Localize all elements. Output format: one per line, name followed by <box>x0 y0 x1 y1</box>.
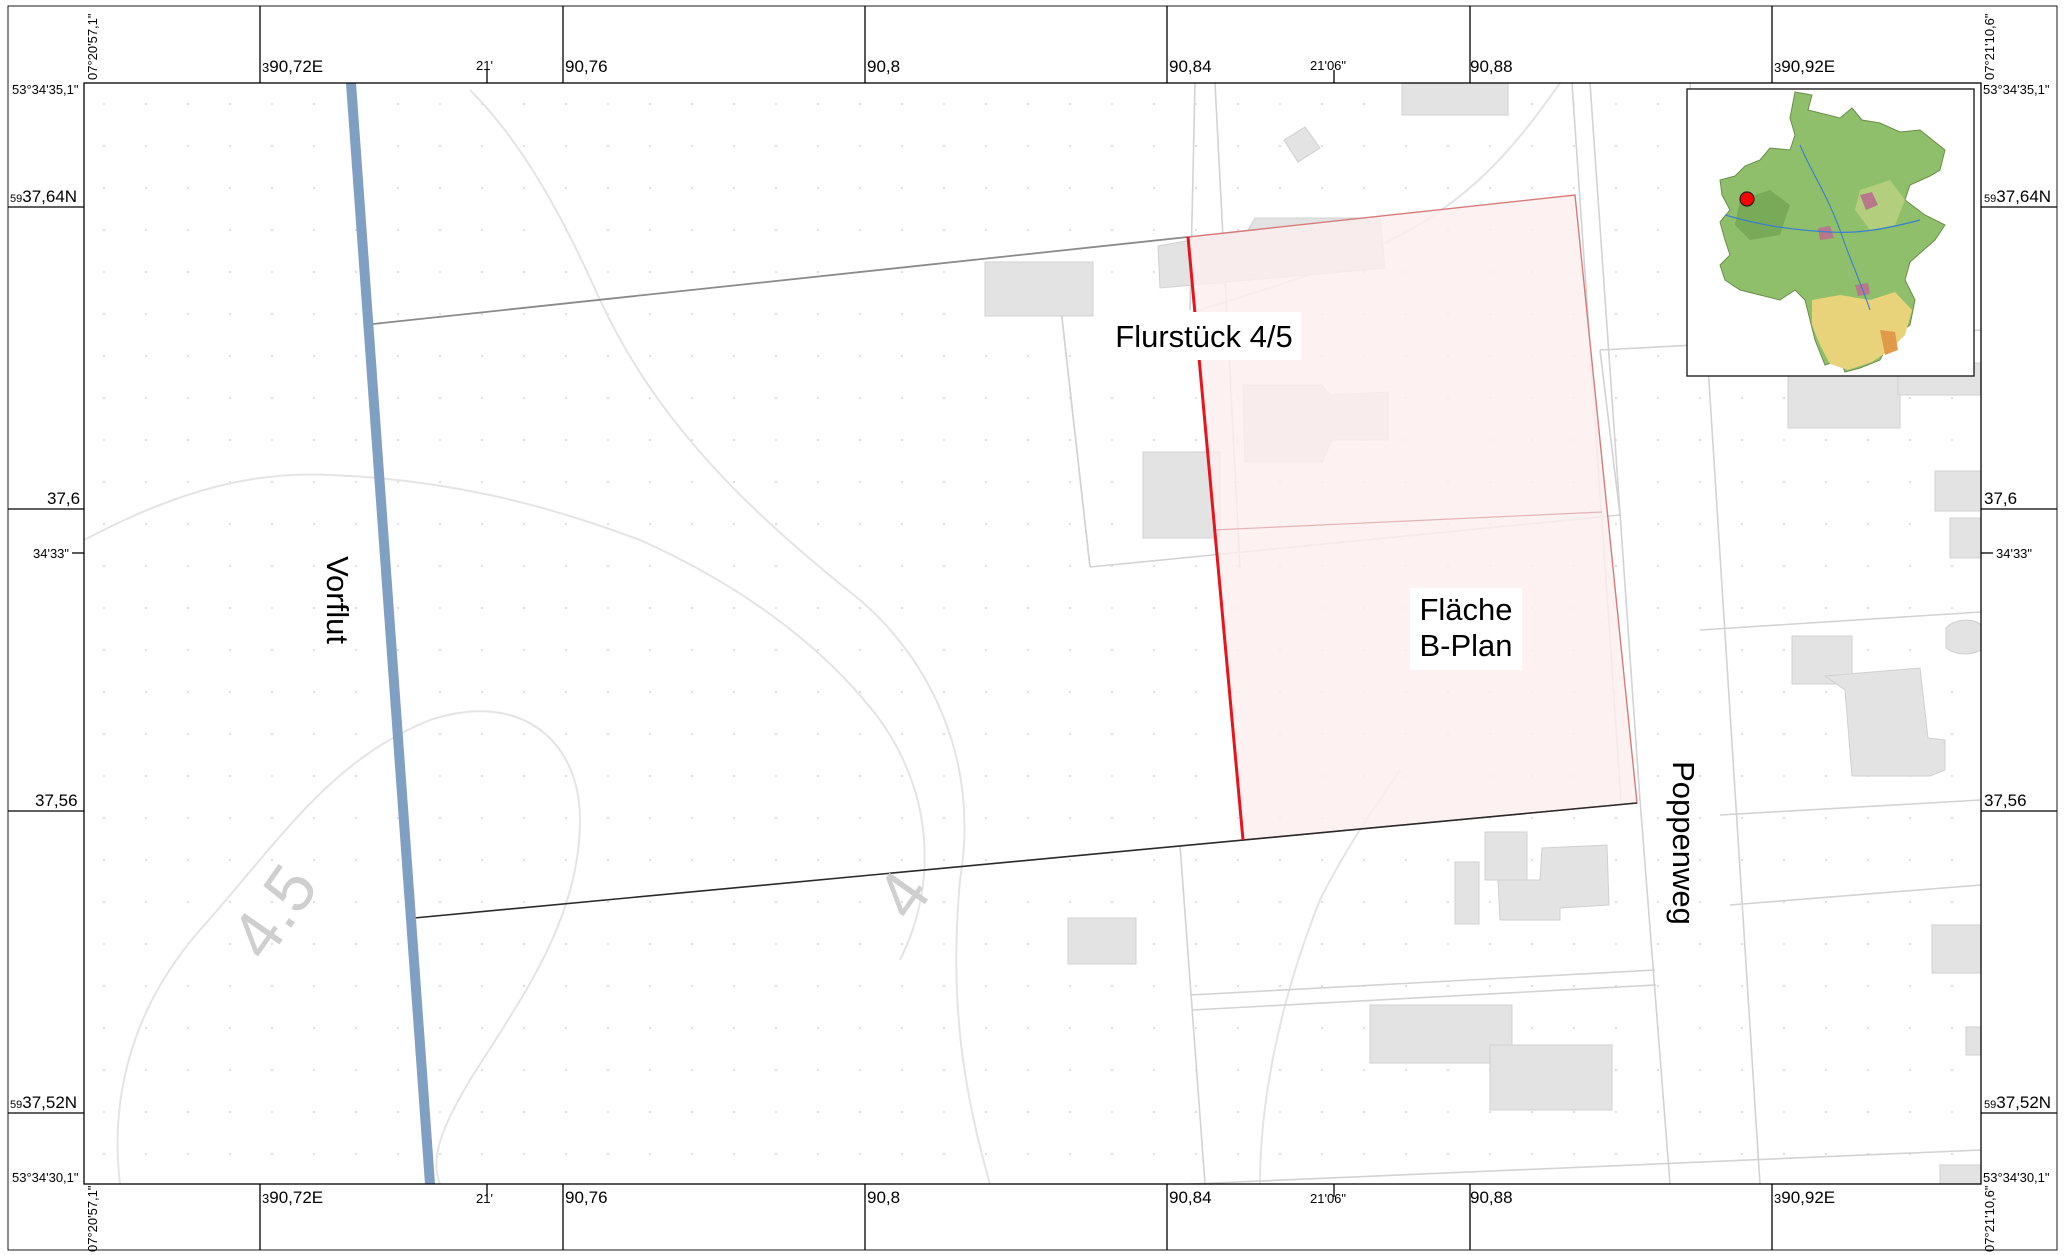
right-northing-3: 37,56 <box>1984 791 2027 810</box>
label-vorflut: Vorflut <box>320 556 355 644</box>
svg-text:390,92E: 390,92E <box>1774 1188 1835 1207</box>
top-easting-2: 90,76 <box>565 57 608 76</box>
corner-top-right-lon: 07°21'10,6" <box>1982 13 1997 80</box>
left-minute-1: 34'33" <box>33 546 69 561</box>
bottom-easting-4: 90,84 <box>1169 1188 1212 1207</box>
frame-bottom-labels: 390,72E 21' 90,76 90,8 90,84 21'06" 90,8… <box>262 1188 1835 1207</box>
frame-left-labels: 5937,64N 37,6 34'33" 37,56 5937,52N <box>10 187 80 1112</box>
svg-text:390,72E: 390,72E <box>262 1188 323 1207</box>
frame-top-labels: 390,72E 21' 90,76 90,8 90,84 21'06" 90,8… <box>262 57 1835 76</box>
map-canvas[interactable]: Flurstück 4/5 Fläche B-Plan Vorflut Popp… <box>84 83 1981 1184</box>
inset-location-marker <box>1739 191 1755 207</box>
corner-bottom-right-lat: 53°34'30,1" <box>1983 1170 2050 1185</box>
top-easting-6: 90,92E <box>1781 57 1835 76</box>
label-flaeche-line2: B-Plan <box>1419 628 1512 663</box>
bottom-easting-5: 90,88 <box>1470 1188 1513 1207</box>
left-northing-1: 37,64N <box>22 187 77 206</box>
svg-text:5937,64N: 5937,64N <box>10 187 77 206</box>
parcel-north-boundary <box>372 236 1189 325</box>
top-easting-1: 90,72E <box>269 57 323 76</box>
svg-text:5937,52N: 5937,52N <box>1984 1093 2051 1112</box>
bottom-prefix-1: 3 <box>262 1191 269 1206</box>
frame-corner-labels: 53°34'35,1" 53°34'35,1" 53°34'30,1" 53°3… <box>12 13 2050 1252</box>
frame-right-labels: 5937,64N 37,6 34'33" 37,56 5937,52N <box>1984 187 2051 1112</box>
bottom-minute-1: 21' <box>476 1191 493 1206</box>
corner-bottom-left-lat: 53°34'30,1" <box>12 1170 79 1185</box>
svg-text:390,92E: 390,92E <box>1774 57 1835 76</box>
right-northing-4: 37,52N <box>1996 1093 2051 1112</box>
plan-area-divider <box>1212 511 1603 531</box>
watercourse-vorflut[interactable] <box>346 83 435 1184</box>
svg-text:5937,64N: 5937,64N <box>1984 187 2051 206</box>
top-prefix-1: 3 <box>262 60 269 75</box>
right-prefix-1: 59 <box>1984 193 1996 205</box>
corner-bottom-right-lon: 07°21'10,6" <box>1982 1185 1997 1252</box>
bottom-easting-1: 90,72E <box>269 1188 323 1207</box>
label-road-poppenweg: Poppenweg <box>1666 761 1701 925</box>
right-minute-1: 34'33" <box>1996 546 2032 561</box>
top-minute-2: 21'06" <box>1310 58 1346 73</box>
top-easting-3: 90,8 <box>867 57 900 76</box>
right-northing-1: 37,64N <box>1996 187 2051 206</box>
left-northing-3: 37,56 <box>35 791 78 810</box>
top-prefix-2: 3 <box>1774 60 1781 75</box>
right-northing-2: 37,6 <box>1984 489 2017 508</box>
top-easting-4: 90,84 <box>1169 57 1212 76</box>
bottom-easting-6: 90,92E <box>1781 1188 1835 1207</box>
left-prefix-2: 59 <box>10 1099 22 1111</box>
corner-top-left-lat: 53°34'35,1" <box>12 82 79 97</box>
corner-bottom-left-lon: 07°20'57,1" <box>85 1185 100 1252</box>
bottom-easting-2: 90,76 <box>565 1188 608 1207</box>
top-easting-5: 90,88 <box>1470 57 1513 76</box>
corner-top-left-lon: 07°20'57,1" <box>85 13 100 80</box>
left-prefix-1: 59 <box>10 193 22 205</box>
right-prefix-2: 59 <box>1984 1099 1996 1111</box>
label-flaeche-line1: Fläche <box>1419 592 1512 627</box>
inset-overview-map[interactable] <box>1686 88 1975 377</box>
svg-text:390,72E: 390,72E <box>262 57 323 76</box>
svg-text:5937,52N: 5937,52N <box>10 1093 77 1112</box>
bottom-prefix-2: 3 <box>1774 1191 1781 1206</box>
top-minute-1: 21' <box>476 58 493 73</box>
corner-top-right-lat: 53°34'35,1" <box>1983 82 2050 97</box>
bottom-easting-3: 90,8 <box>867 1188 900 1207</box>
plan-area[interactable] <box>1187 194 1638 841</box>
parcel-south-boundary <box>413 802 1638 919</box>
label-flurstueck: Flurstück 4/5 <box>1115 319 1292 354</box>
left-northing-4: 37,52N <box>22 1093 77 1112</box>
map-frame-border <box>7 5 2058 1251</box>
bottom-minute-2: 21'06" <box>1310 1191 1346 1206</box>
left-northing-2: 37,6 <box>47 489 80 508</box>
